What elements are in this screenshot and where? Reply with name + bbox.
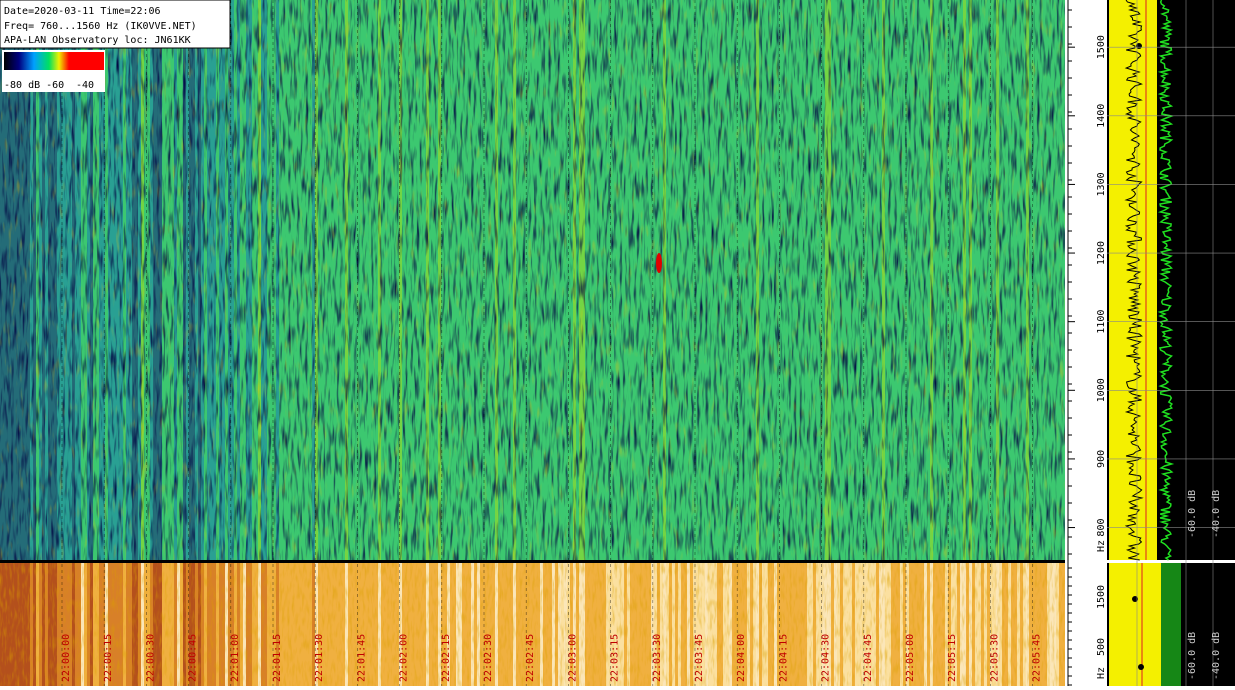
lower-spectrum-green — [1161, 563, 1181, 686]
colorbar-label: -80 dB -60 — [4, 80, 64, 91]
x-tick-label: 22:02:45 — [525, 634, 536, 682]
x-tick-label: 22:03:45 — [694, 634, 705, 682]
y-tick-label: 800 — [1096, 519, 1107, 537]
x-tick-label: 22:01:00 — [230, 634, 241, 682]
lower-y-unit: Hz — [1096, 667, 1107, 679]
x-tick-label: 22:03:15 — [610, 634, 621, 682]
x-tick-label: 22:02:30 — [483, 634, 494, 682]
lower-waterfall-noise — [0, 563, 1065, 686]
spectrum-trace-avg — [1157, 0, 1175, 561]
x-tick-label: 22:01:15 — [272, 634, 283, 682]
y-unit: Hz — [1096, 540, 1107, 552]
lower-y-tick-label: 1500 — [1096, 585, 1107, 609]
x-tick-label: 22:00:45 — [188, 634, 199, 682]
x-tick-label: 22:05:00 — [905, 634, 916, 682]
marker — [1138, 664, 1144, 670]
y-tick-label: 1200 — [1096, 241, 1107, 265]
x-tick-label: 22:04:15 — [778, 634, 789, 682]
y-tick-label: 1100 — [1096, 310, 1107, 334]
x-tick-label: 22:04:00 — [736, 634, 747, 682]
y-tick-label: 1500 — [1096, 35, 1107, 59]
x-tick-label: 22:01:45 — [356, 634, 367, 682]
x-tick-label: 22:05:15 — [947, 634, 958, 682]
colorbar — [4, 52, 104, 70]
x-tick-label: 22:00:15 — [103, 634, 114, 682]
x-tick-label: 22:02:00 — [399, 634, 410, 682]
db-label: -60.0 dB — [1187, 632, 1198, 680]
divider — [0, 560, 1065, 563]
waterfall-hot-noise — [0, 0, 1065, 560]
x-tick-label: 22:04:30 — [821, 634, 832, 682]
x-tick-label: 22:00:30 — [145, 634, 156, 682]
lower-y-tick-label: 500 — [1096, 638, 1107, 656]
x-tick-label: 22:01:30 — [314, 634, 325, 682]
x-tick-label: 22:03:30 — [652, 634, 663, 682]
x-tick-label: 22:04:45 — [863, 634, 874, 682]
colorbar-label: -40 — [76, 80, 94, 91]
axis-area — [1065, 0, 1107, 686]
db-label: -60.0 dB — [1187, 490, 1198, 538]
x-tick-label: 22:02:15 — [441, 634, 452, 682]
marker — [1132, 596, 1138, 602]
y-tick-label: 1300 — [1096, 172, 1107, 196]
lower-spectrum-fill — [1109, 563, 1161, 686]
marker — [1136, 43, 1142, 49]
y-tick-label: 900 — [1096, 450, 1107, 468]
header-line: Freq= 760...1560 Hz (IK0VVE.NET) — [4, 21, 197, 32]
header-line: APA-LAN Observatory loc: JN61KK — [4, 35, 191, 46]
header-line: Date=2020-03-11 Time=22:06 — [4, 6, 161, 17]
db-label: -40.0 dB — [1211, 490, 1222, 538]
signal-blob — [656, 253, 662, 273]
spectrum-fill — [1109, 0, 1157, 560]
x-tick-label: 22:05:30 — [989, 634, 1000, 682]
x-tick-label: 22:00:00 — [61, 634, 72, 682]
header-box — [0, 0, 231, 49]
x-tick-label: 22:05:45 — [1032, 634, 1043, 682]
y-tick-label: 1000 — [1096, 378, 1107, 402]
spectrum-trace — [1124, 0, 1144, 561]
y-tick-label: 1400 — [1096, 104, 1107, 128]
db-label: -40.0 dB — [1211, 632, 1222, 680]
x-tick-label: 22:03:00 — [567, 634, 578, 682]
